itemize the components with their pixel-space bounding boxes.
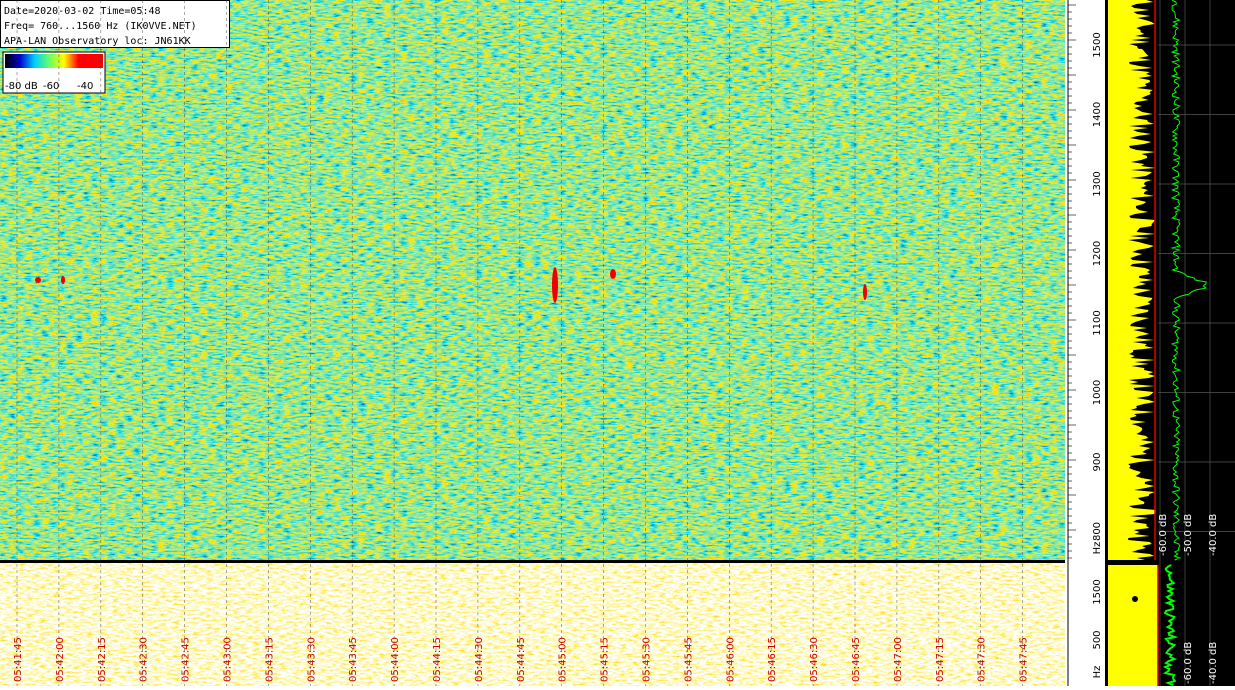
time-label: 05:44:00 [390, 637, 401, 682]
level-label: -50.0 dB [1183, 514, 1194, 556]
time-label: 05:47:30 [977, 637, 988, 682]
freq-label: 500 [1092, 630, 1103, 649]
time-label: 05:43:30 [306, 637, 317, 682]
freq-label: 1500 [1092, 579, 1103, 604]
freq-axis-strip [1065, 0, 1105, 686]
freq-label: 1000 [1092, 380, 1103, 405]
lower-spectrum [1108, 565, 1158, 686]
info-line: Freq= 760...1560 Hz (IK0VVE.NET) [4, 21, 197, 32]
level-label: -60.0 dB [1183, 642, 1194, 684]
level-label: -40.0 dB [1208, 514, 1219, 556]
time-label: 05:47:45 [1019, 637, 1030, 682]
signal [863, 284, 867, 300]
time-label: 05:45:00 [558, 637, 569, 682]
marker [1137, 43, 1143, 49]
color-scale-label: -80 dB [5, 81, 38, 92]
signal [35, 277, 41, 283]
time-label: 05:43:45 [348, 637, 359, 682]
freq-label: 1100 [1092, 310, 1103, 335]
time-label: 05:42:45 [181, 637, 192, 682]
time-label: 05:42:30 [139, 637, 150, 682]
lower-waterfall [0, 563, 1065, 686]
signal [61, 276, 65, 284]
time-label: 05:46:45 [851, 637, 862, 682]
time-label: 05:44:45 [516, 637, 527, 682]
marker [1132, 596, 1138, 602]
spectrum-trace [1108, 0, 1156, 560]
time-label: 05:43:00 [223, 637, 234, 682]
info-box [0, 0, 230, 48]
freq-label: 900 [1092, 452, 1103, 471]
time-label: 05:47:00 [893, 637, 904, 682]
time-label: 05:42:00 [55, 637, 66, 682]
freq-label: 1200 [1092, 241, 1103, 266]
signal [610, 269, 616, 279]
time-label: 05:43:15 [264, 637, 275, 682]
time-label: 05:41:45 [13, 637, 24, 682]
time-label: 05:47:15 [935, 637, 946, 682]
freq-label: 1500 [1092, 32, 1103, 57]
signal [552, 267, 558, 303]
freq-label: Hz [1092, 666, 1103, 679]
waterfall [0, 0, 1065, 560]
freq-label: Hz [1092, 542, 1103, 555]
freq-label: 1400 [1092, 102, 1103, 127]
freq-label: 800 [1092, 522, 1103, 541]
color-scale-label: -40 [77, 81, 93, 92]
time-label: 05:46:30 [809, 637, 820, 682]
freq-label: 1300 [1092, 171, 1103, 196]
time-label: 05:42:15 [97, 637, 108, 682]
level-label: -40.0 dB [1208, 642, 1219, 684]
level-label: -60.0 dB [1158, 514, 1169, 556]
color-scale [5, 54, 103, 68]
lower-peak [1162, 564, 1179, 686]
time-label: 05:46:15 [767, 637, 778, 682]
info-line: APA-LAN Observatory loc: JN61KK [4, 36, 191, 47]
color-scale-label: -60 [43, 81, 59, 92]
time-label: 05:45:30 [642, 637, 653, 682]
time-label: 05:45:15 [600, 637, 611, 682]
time-label: 05:45:45 [683, 637, 694, 682]
time-label: 05:44:30 [474, 637, 485, 682]
time-label: 05:44:15 [432, 637, 443, 682]
spectrum-peak [1170, 0, 1208, 561]
info-line: Date=2020-03-02 Time=05:48 [4, 6, 161, 17]
time-label: 05:46:00 [725, 637, 736, 682]
